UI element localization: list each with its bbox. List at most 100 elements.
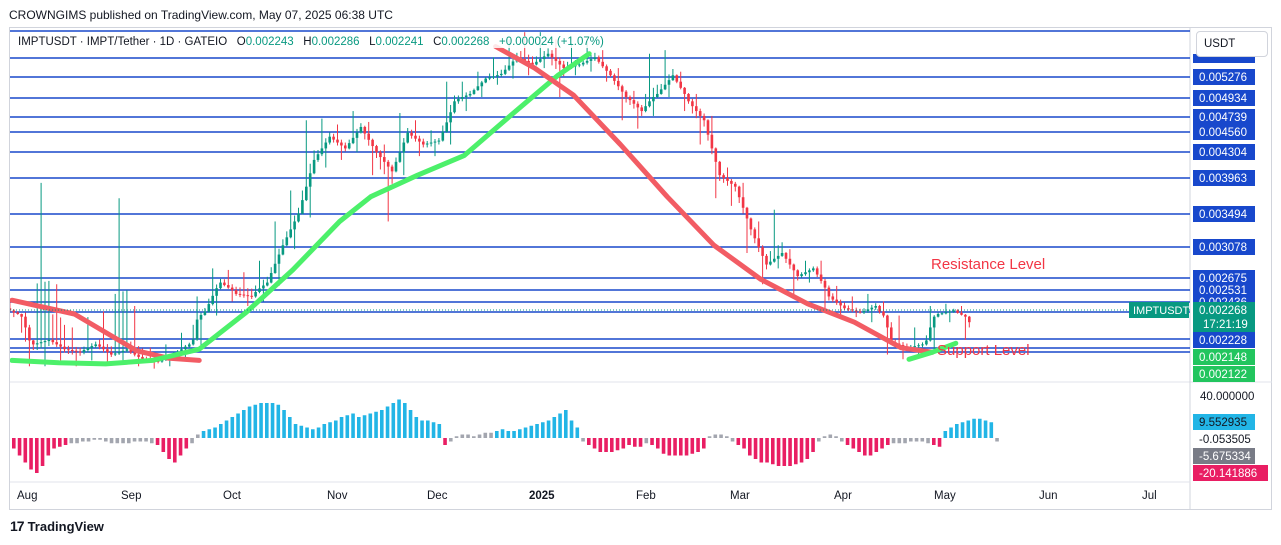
close-label: C	[433, 36, 442, 48]
price-axis-label: 0.004304	[1199, 147, 1248, 159]
oscillator-bar	[58, 438, 62, 447]
candle-body	[761, 247, 764, 256]
oscillator-bar	[414, 417, 419, 438]
candle-body	[461, 97, 464, 99]
oscillator-bar	[495, 431, 499, 438]
oscillator-bar	[725, 436, 729, 438]
oscillator-bar	[305, 427, 309, 438]
tradingview-logo[interactable]: 17 TradingView	[10, 518, 104, 534]
candle-body	[913, 346, 916, 348]
candle-body	[457, 98, 460, 102]
candle-body	[312, 159, 316, 174]
oscillator-bar	[897, 438, 902, 444]
oscillator-bar	[213, 427, 217, 438]
oscillator-bar	[259, 403, 263, 438]
oscillator-bar	[822, 436, 827, 438]
candle-body	[656, 93, 659, 98]
oscillator-bar	[207, 429, 212, 438]
oscillator-bar	[92, 438, 97, 440]
oscillator-bar	[380, 410, 384, 438]
time-axis-label: Sep	[121, 490, 141, 502]
chart-frame	[9, 27, 1272, 510]
candle-body	[936, 314, 940, 317]
oscillator-bar	[736, 438, 741, 445]
open-value: 0.002243	[245, 36, 294, 48]
price-axis-label: 0.002228	[1199, 335, 1247, 347]
candle-body	[683, 87, 686, 94]
candle-body	[624, 91, 628, 98]
price-axis-label-bg	[1193, 124, 1255, 140]
candle-body	[956, 310, 959, 313]
candle-body	[141, 356, 144, 360]
oscillator-bar	[598, 438, 603, 452]
candle-body	[410, 132, 413, 136]
oscillator-bar	[707, 436, 712, 438]
candle-body	[332, 136, 335, 140]
currency-button[interactable]: USDT	[1196, 31, 1268, 57]
oscillator-bar	[891, 438, 896, 444]
candle-body	[137, 354, 140, 357]
candle-body	[968, 316, 971, 323]
oscillator-bar	[863, 438, 867, 456]
tradingview-logo-text: TradingView	[27, 518, 104, 534]
oscillator-bar	[374, 411, 378, 438]
candle-body	[324, 142, 328, 149]
oscillator-bar	[932, 438, 936, 445]
low-value: 0.002241	[375, 36, 424, 48]
high-label: H	[303, 36, 312, 48]
price-axis-label: 0.004934	[1199, 93, 1248, 105]
price-axis-label-bg	[1193, 206, 1255, 222]
candle-body	[24, 316, 27, 328]
candle-body	[948, 311, 952, 313]
oscillator-bar	[115, 438, 120, 444]
candle-body	[199, 314, 203, 320]
candle-body	[180, 349, 183, 353]
candle-body	[266, 282, 269, 286]
oscillator-bar	[512, 431, 516, 438]
candle-body	[230, 287, 234, 291]
oscillator-label-bg	[1193, 448, 1255, 464]
oscillator-bar	[339, 417, 344, 438]
price-axis-label-bg	[1193, 332, 1255, 348]
candle-body	[301, 200, 304, 214]
candle-body	[67, 349, 70, 351]
oscillator-bar	[334, 420, 338, 438]
ma-slow-line-early	[10, 297, 202, 363]
candle-body	[464, 95, 468, 98]
candle-body	[227, 285, 230, 288]
oscillator-bar	[98, 438, 102, 440]
candle-body	[765, 255, 768, 265]
oscillator-bar	[926, 438, 930, 444]
candle-body	[527, 60, 530, 63]
oscillator-bar	[40, 438, 45, 466]
candle-body	[433, 141, 437, 143]
oscillator-bar	[420, 420, 424, 438]
candle-body	[546, 53, 550, 57]
symbol-title[interactable]: IMPTUSDT · IMPT/Tether · 1D · GATEIO	[18, 36, 228, 48]
oscillator-bar	[357, 417, 361, 438]
oscillator-bar	[316, 427, 321, 438]
oscillator-bar	[178, 438, 183, 456]
oscillator-bar	[880, 438, 884, 449]
candle-body	[695, 106, 698, 112]
oscillator-bar	[454, 436, 459, 438]
candle-body	[675, 75, 679, 82]
candle-body	[757, 238, 760, 248]
candle-body	[648, 101, 651, 107]
oscillator-bar	[242, 410, 246, 438]
time-axis-label: Jul	[1142, 490, 1157, 502]
oscillator-bar	[615, 438, 620, 451]
oscillator-bar	[449, 438, 453, 442]
candle-body	[714, 148, 718, 162]
oscillator-bar	[960, 422, 965, 438]
candle-body	[406, 132, 409, 143]
candle-body	[734, 183, 737, 187]
oscillator-bar	[196, 434, 200, 438]
candle-body	[843, 305, 846, 309]
oscillator-bar	[966, 420, 971, 438]
candle-body	[773, 258, 776, 262]
candle-body	[835, 299, 838, 303]
candle-body	[234, 290, 238, 294]
candle-body	[277, 254, 281, 264]
